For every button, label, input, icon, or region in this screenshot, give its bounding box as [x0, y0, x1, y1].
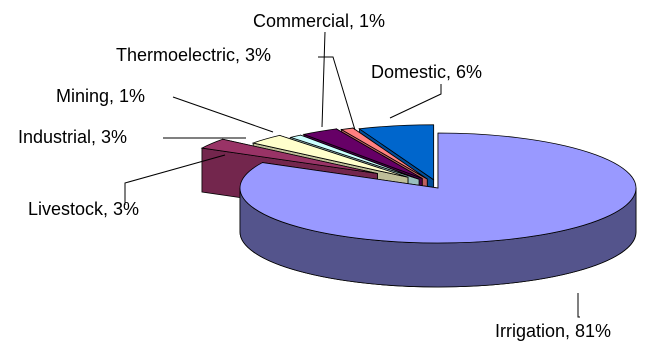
slice-label-livestock: Livestock, 3% [28, 199, 139, 219]
pie-slices [200, 124, 637, 288]
slice-irrigation-top [239, 132, 637, 244]
slice-industrial-top [251, 134, 409, 178]
slice-livestock-top [200, 138, 378, 174]
slice-label-mining: Mining, 1% [56, 86, 145, 106]
slice-label-thermoelectric: Thermoelectric, 3% [116, 45, 271, 65]
slice-commercial-top [340, 127, 428, 180]
slice-mining-top [289, 134, 420, 180]
leader-line-irrigation [577, 293, 580, 318]
leader-lines [124, 31, 580, 318]
slice-thermoelectric-top [302, 128, 423, 179]
leader-line-mining [172, 96, 274, 133]
leader-line-livestock [124, 154, 226, 205]
leader-line-domestic [389, 84, 442, 119]
slice-label-domestic: Domestic, 6% [371, 62, 482, 82]
slice-irrigation [239, 132, 637, 288]
leader-line-thermoelectric [318, 56, 356, 131]
leader-line-commercial [321, 31, 326, 128]
slice-domestic-top [358, 124, 435, 181]
slice-label-commercial: Commercial, 1% [253, 11, 385, 31]
slice-label-industrial: Industrial, 3% [18, 127, 127, 147]
slice-label-irrigation: Irrigation, 81% [495, 321, 611, 341]
